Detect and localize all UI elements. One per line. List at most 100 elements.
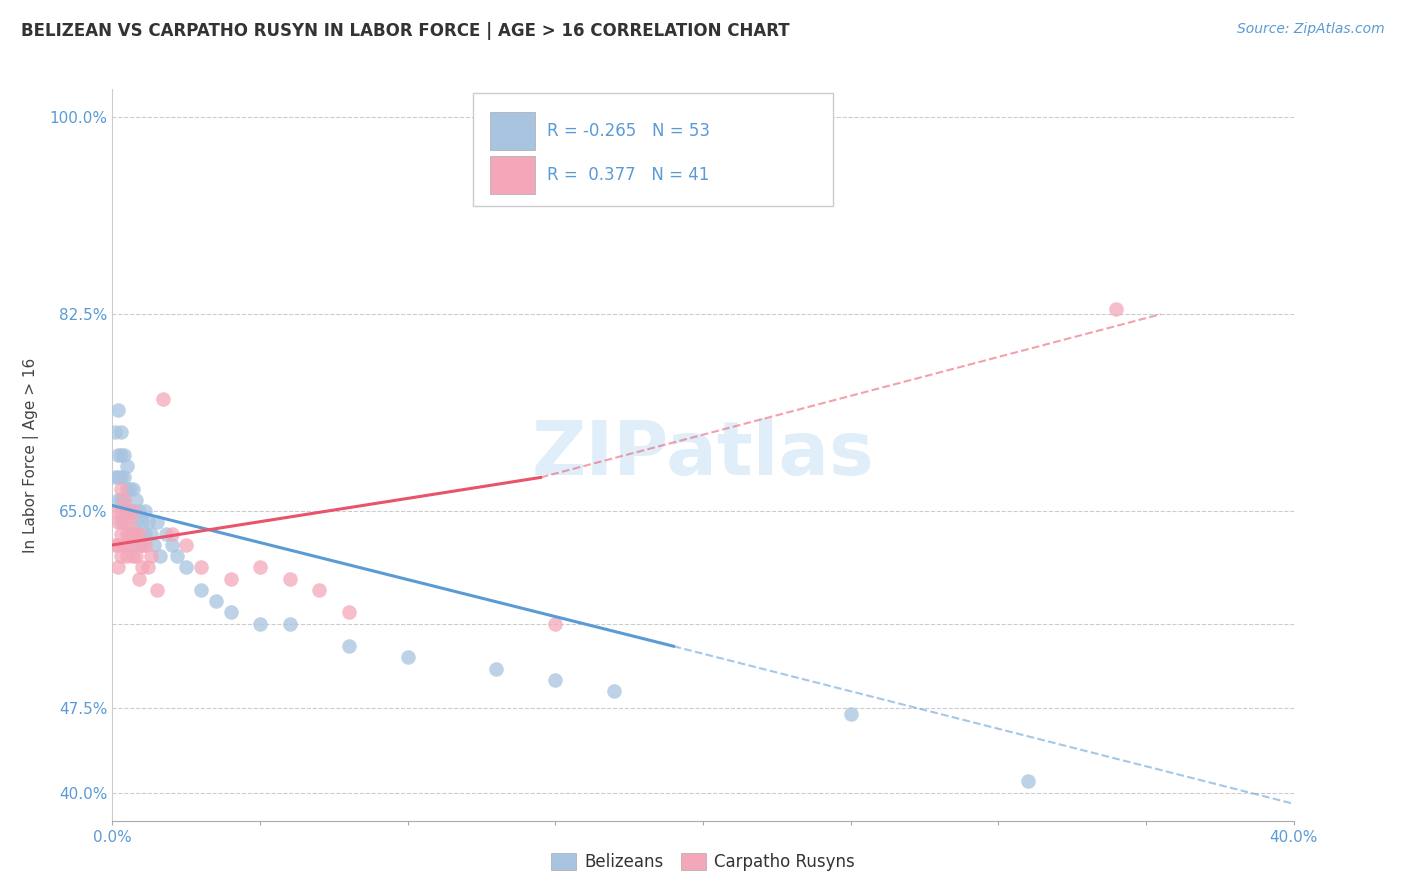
- Point: [337, 639, 360, 653]
- Point: [125, 549, 148, 564]
- Point: [110, 470, 132, 484]
- Point: [120, 504, 142, 518]
- Point: [131, 560, 153, 574]
- Point: [107, 403, 129, 417]
- Point: [120, 516, 142, 530]
- Text: R =  0.377   N = 41: R = 0.377 N = 41: [547, 166, 710, 184]
- Point: [122, 526, 145, 541]
- Legend: Belizeans, Carpatho Rusyns: Belizeans, Carpatho Rusyns: [544, 847, 862, 878]
- Point: [122, 504, 145, 518]
- Text: ZIPatlas: ZIPatlas: [531, 418, 875, 491]
- Point: [544, 616, 567, 631]
- Point: [120, 538, 142, 552]
- Bar: [491, 112, 536, 150]
- Point: [107, 492, 129, 507]
- Point: [134, 538, 156, 552]
- Point: [146, 582, 169, 597]
- Point: [1105, 301, 1128, 316]
- Point: [112, 470, 135, 484]
- Point: [249, 560, 271, 574]
- Point: [107, 470, 129, 484]
- Text: BELIZEAN VS CARPATHO RUSYN IN LABOR FORCE | AGE > 16 CORRELATION CHART: BELIZEAN VS CARPATHO RUSYN IN LABOR FORC…: [21, 22, 790, 40]
- Point: [117, 482, 138, 496]
- Point: [128, 526, 150, 541]
- Point: [104, 538, 127, 552]
- Point: [337, 606, 360, 620]
- Point: [485, 662, 508, 676]
- Point: [174, 538, 197, 552]
- Point: [134, 526, 156, 541]
- Point: [152, 392, 174, 406]
- Point: [117, 526, 138, 541]
- Point: [136, 560, 159, 574]
- Point: [104, 504, 127, 518]
- Point: [110, 492, 132, 507]
- Point: [125, 492, 148, 507]
- Point: [396, 650, 419, 665]
- Point: [190, 560, 212, 574]
- Point: [112, 492, 135, 507]
- Point: [219, 606, 242, 620]
- Point: [122, 504, 145, 518]
- Point: [125, 516, 148, 530]
- Point: [131, 516, 153, 530]
- Point: [112, 492, 135, 507]
- Point: [125, 526, 148, 541]
- Point: [839, 706, 862, 721]
- Point: [112, 448, 135, 462]
- Point: [142, 538, 165, 552]
- Point: [122, 526, 145, 541]
- Point: [104, 470, 127, 484]
- Point: [160, 526, 183, 541]
- Point: [110, 516, 132, 530]
- Point: [110, 482, 132, 496]
- Point: [110, 526, 132, 541]
- Point: [122, 482, 145, 496]
- Point: [136, 516, 159, 530]
- Point: [603, 684, 626, 698]
- Point: [107, 538, 129, 552]
- Point: [107, 516, 129, 530]
- Point: [104, 425, 127, 440]
- Point: [308, 582, 330, 597]
- Point: [110, 504, 132, 518]
- Point: [122, 549, 145, 564]
- Point: [112, 538, 135, 552]
- Point: [544, 673, 567, 687]
- Point: [278, 616, 301, 631]
- Point: [166, 549, 188, 564]
- Point: [110, 425, 132, 440]
- Point: [131, 538, 153, 552]
- Point: [128, 504, 150, 518]
- Bar: [491, 156, 536, 194]
- Point: [128, 526, 150, 541]
- Point: [249, 616, 271, 631]
- Point: [160, 538, 183, 552]
- Point: [149, 549, 172, 564]
- Point: [174, 560, 197, 574]
- Point: [278, 572, 301, 586]
- Y-axis label: In Labor Force | Age > 16: In Labor Force | Age > 16: [22, 358, 38, 552]
- Point: [125, 538, 148, 552]
- Point: [190, 582, 212, 597]
- Point: [139, 549, 162, 564]
- Point: [117, 549, 138, 564]
- Point: [110, 549, 132, 564]
- Point: [117, 459, 138, 474]
- Point: [120, 482, 142, 496]
- Point: [155, 526, 177, 541]
- Point: [205, 594, 228, 608]
- FancyBboxPatch shape: [472, 93, 832, 206]
- Text: R = -0.265   N = 53: R = -0.265 N = 53: [547, 122, 710, 140]
- Point: [134, 504, 156, 518]
- Point: [131, 538, 153, 552]
- Point: [117, 504, 138, 518]
- Point: [219, 572, 242, 586]
- Point: [112, 516, 135, 530]
- Point: [107, 448, 129, 462]
- Point: [139, 526, 162, 541]
- Point: [1017, 774, 1039, 789]
- Point: [128, 572, 150, 586]
- Point: [117, 504, 138, 518]
- Point: [107, 560, 129, 574]
